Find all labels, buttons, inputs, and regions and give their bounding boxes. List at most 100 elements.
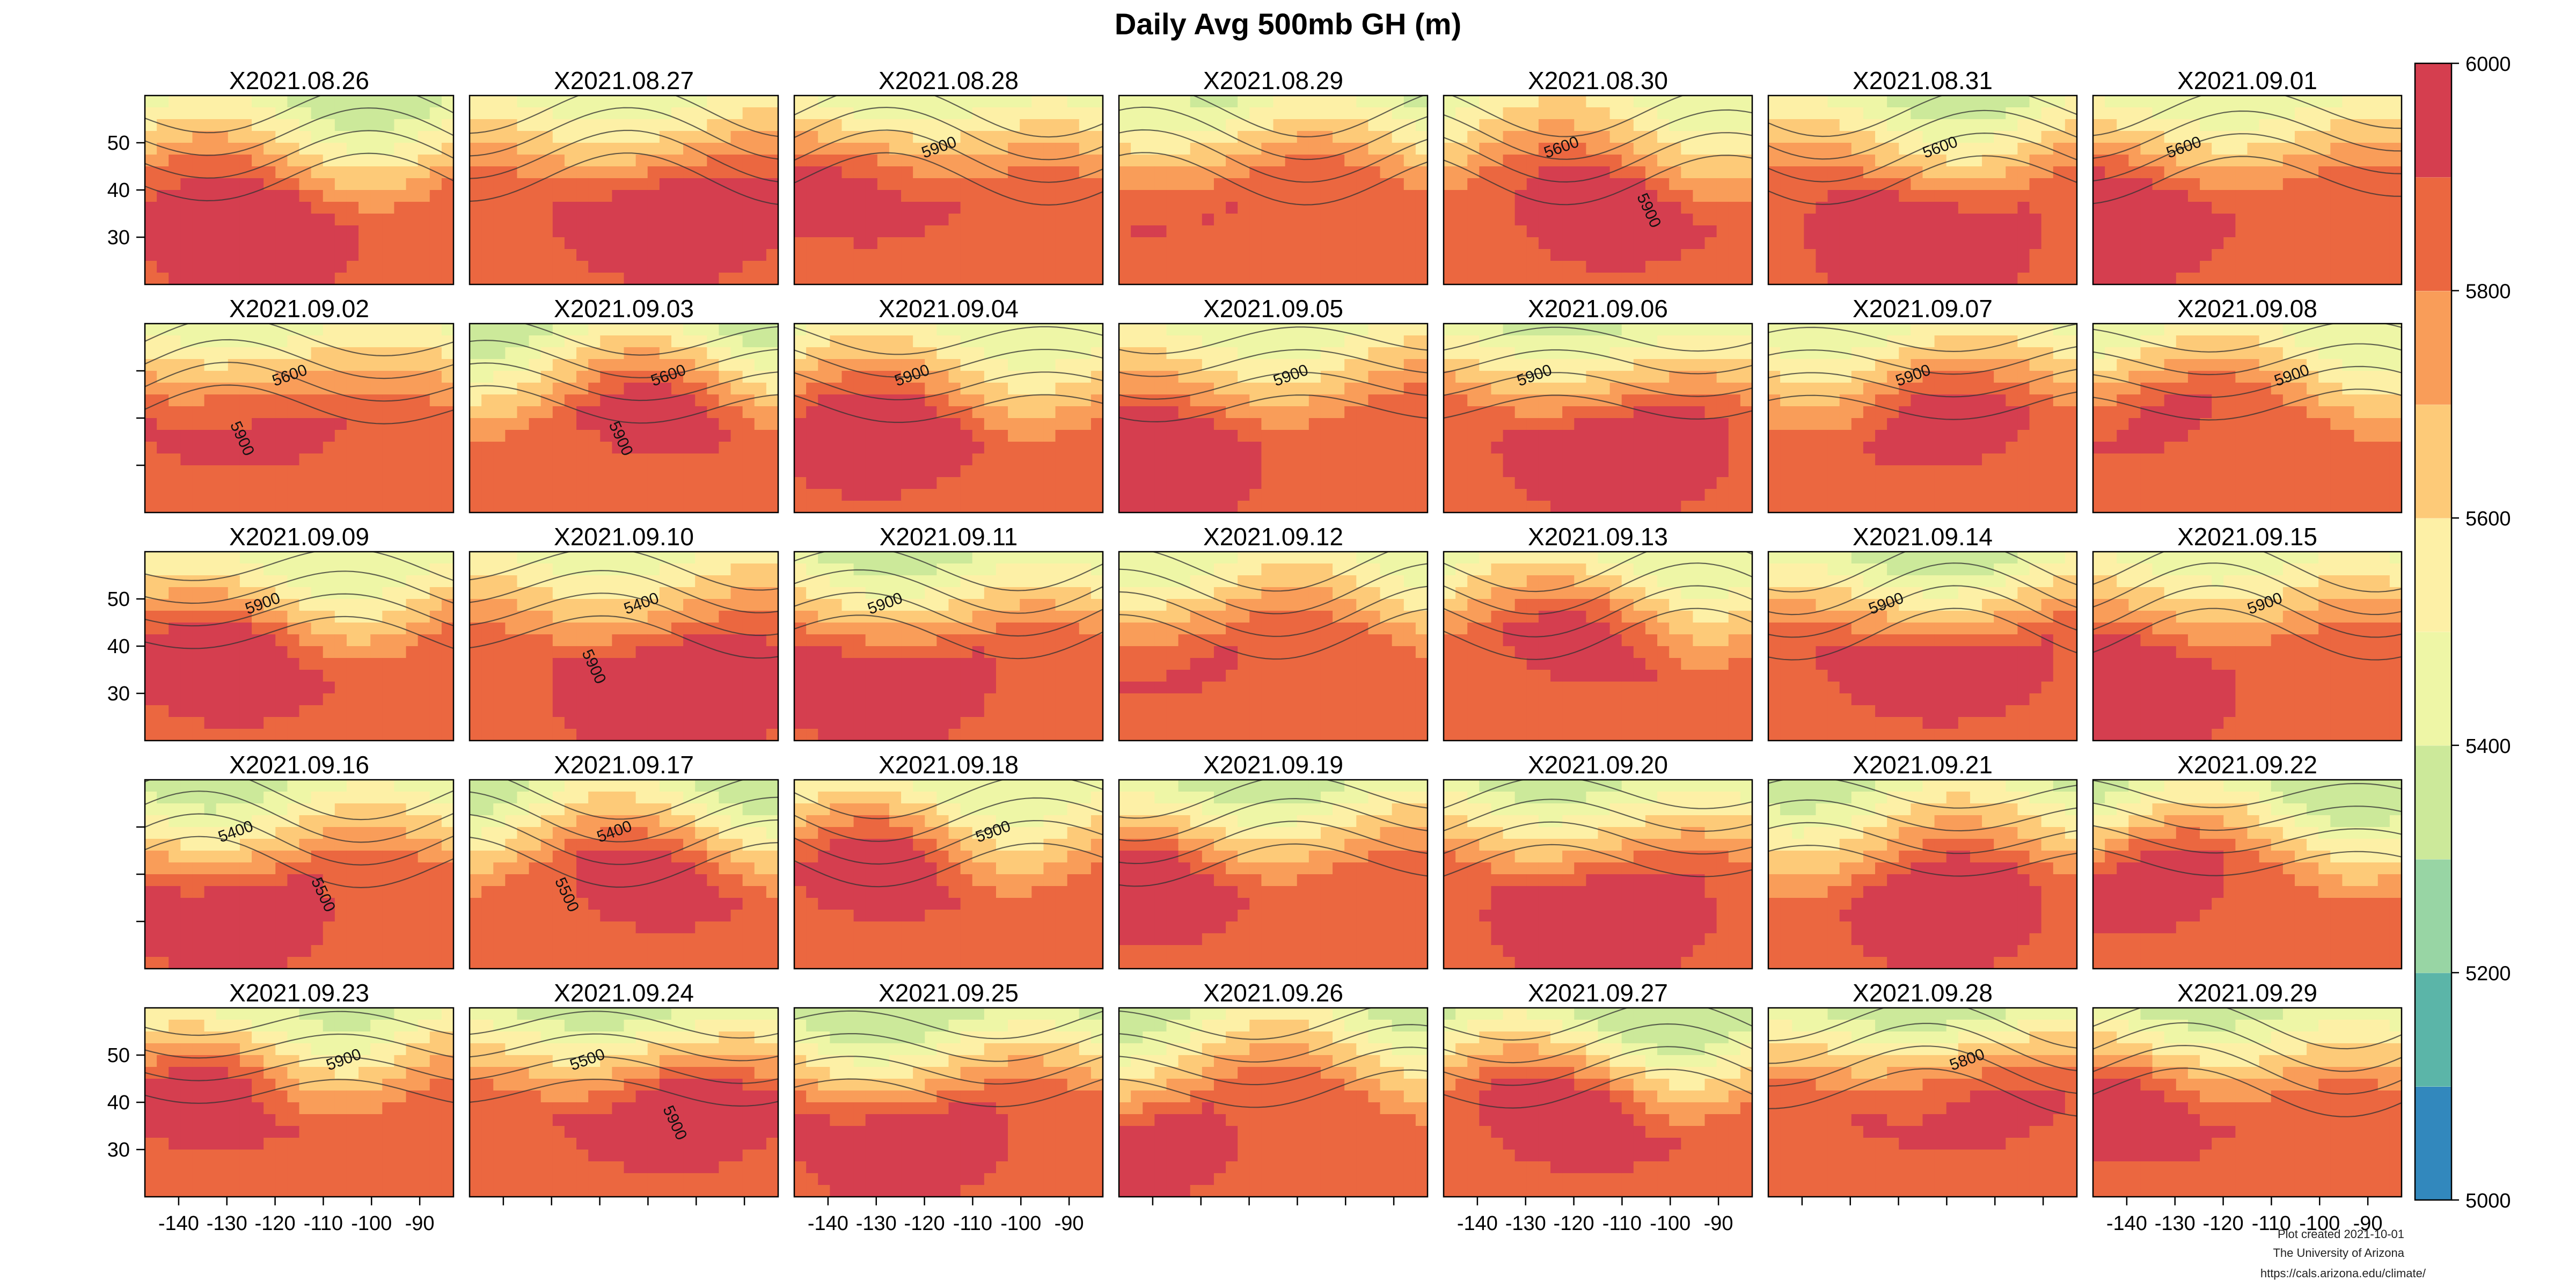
- field-cell: [1633, 249, 1646, 261]
- field-cell: [1657, 214, 1670, 226]
- field-cell: [1403, 324, 1416, 336]
- field-cell: [612, 214, 625, 226]
- field-cell: [1043, 383, 1056, 395]
- field-cell: [1816, 119, 1828, 131]
- field-cell: [1392, 359, 1404, 371]
- field-cell: [228, 155, 240, 167]
- field-cell: [1455, 430, 1468, 442]
- field-cell: [719, 489, 731, 501]
- field-cell: [996, 489, 1008, 501]
- field-cell: [1154, 249, 1167, 261]
- field-cell: [853, 371, 866, 383]
- field-cell: [925, 96, 937, 108]
- field-cell: [334, 371, 347, 383]
- field-cell: [853, 214, 866, 226]
- field-cell: [505, 131, 518, 143]
- field-cell: [996, 335, 1008, 348]
- field-cell: [925, 335, 937, 348]
- field-cell: [1875, 155, 1887, 167]
- field-cell: [1403, 202, 1416, 214]
- field-cell: [192, 214, 205, 226]
- field-cell: [1740, 225, 1752, 238]
- field-cell: [1273, 249, 1286, 261]
- field-cell: [239, 453, 252, 466]
- field-cells: [145, 96, 453, 284]
- field-cell: [382, 155, 395, 167]
- field-cell: [2330, 273, 2343, 284]
- field-cell: [1503, 335, 1516, 348]
- field-cell: [695, 394, 707, 407]
- field-cell: [1392, 371, 1404, 383]
- field-cell: [1320, 453, 1333, 466]
- field-cell: [1154, 453, 1167, 466]
- field-cell: [2164, 261, 2177, 273]
- field-cell: [552, 261, 565, 273]
- field-cell: [299, 406, 312, 419]
- field-cell: [1285, 119, 1298, 131]
- field-cell: [2152, 131, 2165, 143]
- field-cell: [853, 166, 866, 179]
- field-cell: [1119, 347, 1131, 360]
- field-cell: [1827, 143, 1840, 155]
- field-cell: [157, 394, 169, 407]
- field-cell: [1226, 155, 1238, 167]
- field-cell: [406, 371, 419, 383]
- field-cell: [671, 406, 684, 419]
- field-cell: [1669, 324, 1681, 336]
- field-cells: [145, 324, 453, 513]
- field-cell: [659, 214, 672, 226]
- field-cell: [382, 225, 395, 238]
- field-cell: [1657, 394, 1670, 407]
- field-cell: [1669, 273, 1681, 284]
- contour-line: [470, 339, 778, 378]
- field-cell: [1526, 225, 1539, 238]
- field-cell: [252, 107, 264, 120]
- field-cell: [830, 430, 843, 442]
- field-cell: [1202, 465, 1214, 478]
- field-cell: [2065, 214, 2077, 226]
- field-cell: [1645, 237, 1658, 250]
- panel-title: X2021.09.04: [879, 295, 1019, 323]
- field-cell: [192, 406, 205, 419]
- field-cell: [1333, 202, 1345, 214]
- field-cell: [1444, 143, 1456, 155]
- field-cell: [624, 489, 636, 501]
- field-cell: [707, 453, 720, 466]
- field-cell: [2294, 178, 2307, 191]
- field-cell: [1308, 383, 1321, 395]
- field-cell: [1079, 406, 1092, 419]
- field-cell: [204, 418, 217, 430]
- field-cell: [1368, 489, 1381, 501]
- field-cell: [1728, 237, 1741, 250]
- field-cell: [2247, 214, 2260, 226]
- field-cell: [1645, 214, 1658, 226]
- field-cell: [1994, 202, 2006, 214]
- field-cell: [913, 166, 925, 179]
- field-cell: [2117, 214, 2129, 226]
- field-cell: [470, 107, 482, 120]
- field-cell: [841, 155, 854, 167]
- field-cell: [1043, 166, 1056, 179]
- field-cell: [766, 119, 778, 131]
- field-cell: [287, 335, 300, 348]
- field-cell: [2017, 225, 2030, 238]
- field-cell: [540, 237, 553, 250]
- field-cell: [2093, 261, 2105, 273]
- field-cell: [334, 190, 347, 202]
- field-cell: [707, 430, 720, 442]
- field-cell: [358, 442, 371, 454]
- field-cell: [1008, 237, 1020, 250]
- field-cell: [2105, 249, 2117, 261]
- field-cell: [1119, 166, 1131, 179]
- field-cell: [624, 237, 636, 250]
- field-cell: [1574, 143, 1586, 155]
- field-cell: [370, 178, 383, 191]
- field-cell: [1067, 119, 1080, 131]
- field-cell: [1479, 394, 1492, 407]
- field-cell: [1780, 214, 1792, 226]
- field-cell: [719, 418, 731, 430]
- field-cell: [719, 371, 731, 383]
- field-cell: [1645, 442, 1658, 454]
- field-cell: [671, 273, 684, 284]
- field-cell: [1249, 261, 1262, 273]
